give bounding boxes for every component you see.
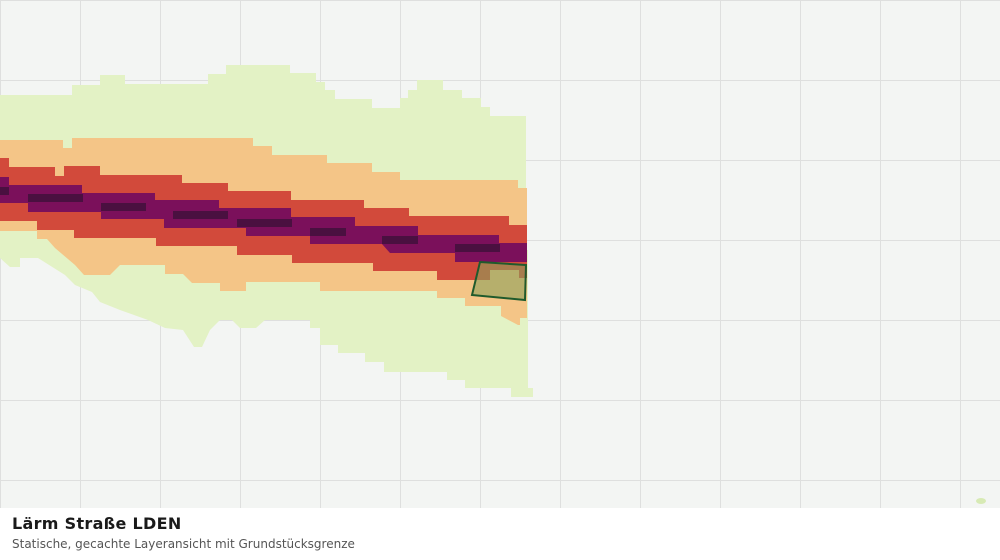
layer-title: Lärm Straße LDEN [12,514,182,533]
caption-panel: Lärm Straße LDEN Statische, gecachte Lay… [0,508,1000,560]
map-feature [976,498,986,504]
noise-zone-extreme [0,187,500,252]
layer-subtitle: Statische, gecachte Layeransicht mit Gru… [12,537,355,551]
parcel-boundary [470,260,528,302]
